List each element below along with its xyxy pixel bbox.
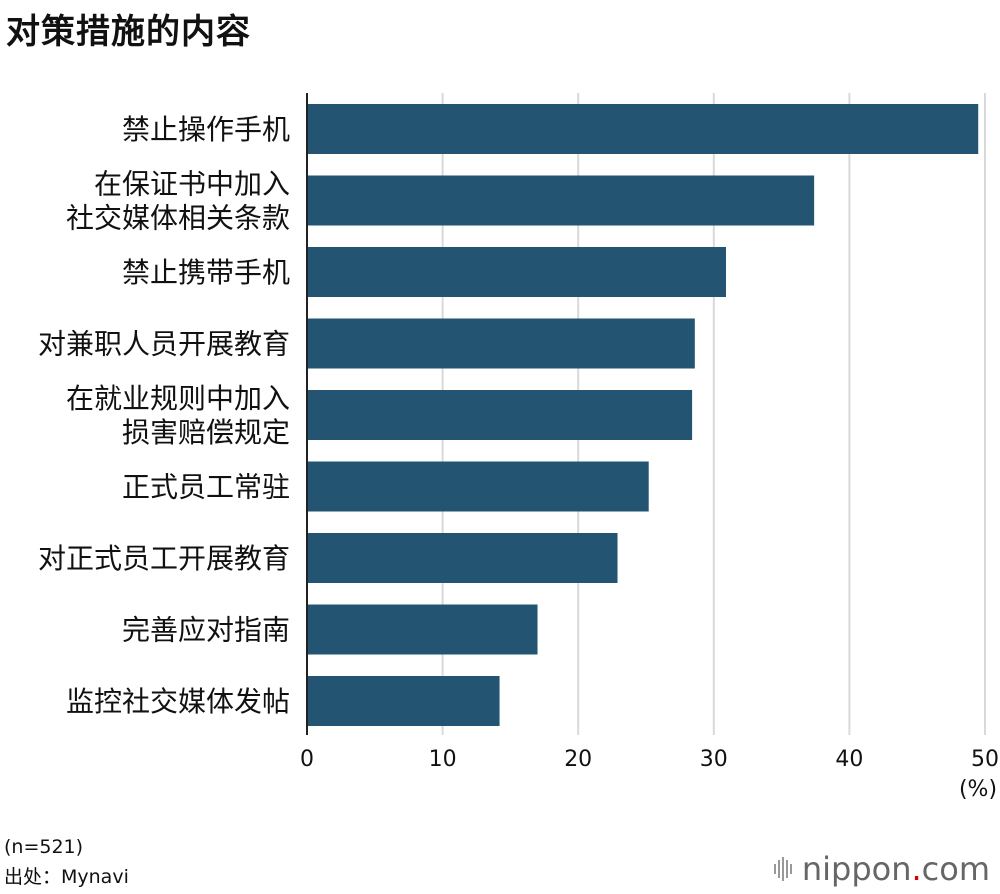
x-tick-label: 30 bbox=[700, 747, 728, 772]
logo-dot: . bbox=[911, 850, 922, 888]
bar-2 bbox=[307, 175, 815, 226]
bar-5 bbox=[307, 390, 693, 440]
logo-name: nippon bbox=[801, 850, 912, 888]
x-tick-label: 20 bbox=[564, 747, 592, 772]
bar-8 bbox=[307, 604, 538, 655]
category-label: 对正式员工开展教育 bbox=[38, 542, 290, 575]
category-label: 正式员工常驻 bbox=[122, 471, 290, 504]
category-label: 禁止操作手机 bbox=[122, 113, 290, 146]
category-label: 完善应对指南 bbox=[122, 614, 290, 647]
bar-4 bbox=[307, 318, 695, 369]
bar-6 bbox=[307, 461, 649, 512]
bar-9 bbox=[307, 676, 500, 726]
sample-size-note: (n=521) bbox=[4, 836, 84, 858]
category-label: 监控社交媒体发帖 bbox=[66, 685, 290, 718]
bar-1 bbox=[307, 104, 979, 154]
nippon-logo: nippon. com bbox=[773, 850, 990, 888]
x-tick-label: 40 bbox=[835, 747, 863, 772]
category-label: 损害赔偿规定 bbox=[122, 416, 290, 449]
source-note: 出处：Mynavi bbox=[4, 866, 129, 888]
x-unit-label: (%) bbox=[959, 777, 997, 802]
x-tick-label: 10 bbox=[429, 747, 457, 772]
logo-bars-icon bbox=[773, 857, 794, 881]
x-tick-label: 50 bbox=[971, 747, 999, 772]
bar-3 bbox=[307, 247, 727, 297]
category-label: 社交媒体相关条款 bbox=[66, 202, 290, 235]
category-label: 对兼职人员开展教育 bbox=[38, 328, 290, 361]
category-label: 在保证书中加入 bbox=[94, 168, 290, 201]
category-label: 在就业规则中加入 bbox=[66, 382, 290, 415]
category-label: 禁止携带手机 bbox=[122, 256, 290, 289]
logo-suffix: com bbox=[921, 850, 990, 888]
chart-title: 对策措施的内容 bbox=[6, 12, 251, 52]
x-tick-label: 0 bbox=[300, 747, 314, 772]
bar-7 bbox=[307, 533, 618, 583]
